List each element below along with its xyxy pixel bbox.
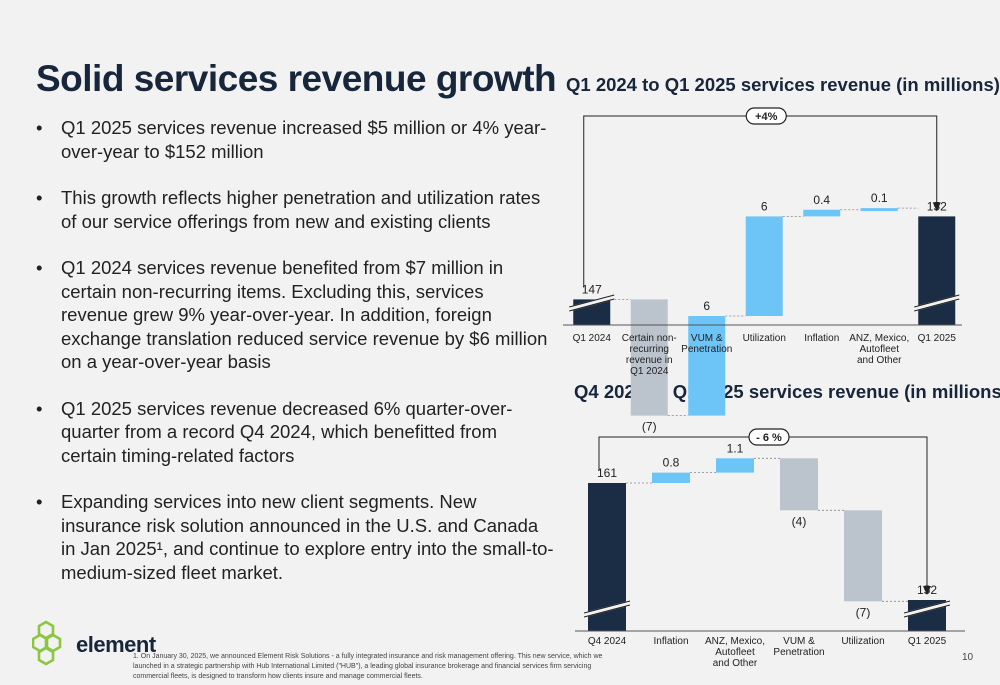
category-label-2-3: VUM & [783,636,815,647]
category-label-1-5: ANZ, Mexico, [849,333,909,344]
slide-title: Solid services revenue growth [36,58,557,99]
data-label-2-2: 1.1 [727,441,744,455]
category-label-1-4: Inflation [804,333,839,344]
bar-2-2 [716,458,754,473]
data-label-2-0: 161 [597,466,617,480]
category-label-2-2: and Other [713,658,758,669]
data-label-2-4: (7) [856,605,871,619]
axis-break-gap-2-0 [583,600,631,618]
category-label-1-5: Autofleet [860,344,900,355]
category-label-1-2: VUM & [691,333,723,344]
bullet-item: Q1 2024 services revenue benefited from … [34,256,554,374]
change-pill-2 [748,428,790,446]
change-arrowhead-2 [923,586,931,595]
bullet-item: Q1 2025 services revenue decreased 6% qu… [34,397,554,468]
axis-break-line-2-5 [903,604,951,618]
category-label-2-2: ANZ, Mexico, [705,636,765,647]
axis-break-gap-2-5 [903,600,951,618]
element-logo-icon [32,620,62,666]
category-label-2-1: Inflation [653,636,688,647]
footnote: 1. On January 30, 2025, we announced Ele… [133,653,603,680]
bar-1-3 [745,216,783,316]
chart-title-qoq: Q4 2024 to Q1 2025 services revenue (in … [574,381,1000,402]
axis-break-line-2-0 [583,600,631,614]
bar-2-1 [652,472,690,483]
category-label-1-1: recurring [630,344,669,355]
bar-1-1 [630,299,668,416]
data-label-1-2: 6 [703,299,710,313]
change-arrowhead-1 [932,202,941,212]
category-label-1-0: Q1 2024 [573,333,612,344]
category-label-2-3: Penetration [773,647,824,658]
data-label-1-1: (7) [642,420,657,434]
change-label-2: - 6 % [756,432,782,444]
axis-break-line-1-6 [914,298,960,312]
category-label-2-4: Utilization [841,636,884,647]
data-label-1-0: 147 [582,282,602,296]
data-label-1-4: 0.4 [813,193,830,207]
bullet-item: Q1 2025 services revenue increased $5 mi… [34,116,554,163]
category-label-1-5: and Other [857,355,902,366]
axis-break-line-1-6 [914,294,960,308]
axis-break-line-1-0 [569,298,615,312]
axis-break-line-2-0 [583,604,631,618]
axis-break-gap-1-0 [568,294,615,312]
change-pill-1 [745,107,787,125]
category-label-2-5: Q1 2025 [908,636,947,647]
bullet-list: Q1 2025 services revenue increased $5 mi… [34,116,554,607]
category-label-1-6: Q1 2025 [918,333,957,344]
logo-wordmark: element [76,632,156,657]
category-label-1-1: Q1 2024 [630,366,669,377]
category-label-1-1: Certain non- [622,333,677,344]
bullet-item: Expanding services into new client segme… [34,490,554,584]
axis-break-line-1-0 [569,294,615,308]
chart-title-yoy: Q1 2024 to Q1 2025 services revenue (in … [566,74,1000,95]
bar-1-2 [688,316,726,416]
data-label-1-5: 0.1 [871,191,888,205]
axis-break-gap-1-6 [913,294,960,312]
data-label-1-3: 6 [761,199,768,213]
data-label-2-3: (4) [792,514,807,528]
change-label-1: +4% [755,111,778,123]
bar-1-5 [860,208,898,212]
category-label-2-0: Q4 2024 [588,636,627,647]
bar-2-4 [844,510,882,602]
bar-2-3 [780,458,818,511]
category-label-1-2: Penetration [681,344,732,355]
axis-break-line-2-5 [903,600,951,614]
category-label-2-2: Autofleet [715,647,755,658]
bar-1-4 [803,209,841,217]
bullet-item: This growth reflects higher penetration … [34,186,554,233]
category-label-1-3: Utilization [743,333,786,344]
page-number: 10 [962,652,974,663]
category-label-1-1: revenue in [626,355,673,366]
data-label-2-1: 0.8 [663,456,680,470]
